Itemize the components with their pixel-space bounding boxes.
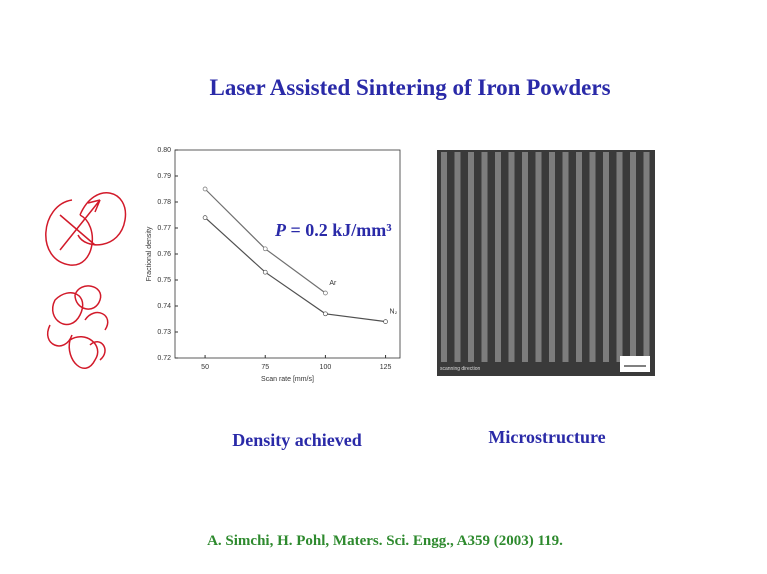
x-tick-label: 125 xyxy=(380,364,392,371)
slide: Laser Assisted Sintering of Iron Powders… xyxy=(0,0,767,574)
data-point xyxy=(323,312,327,316)
stripe xyxy=(455,152,461,362)
caption-right: Microstructure xyxy=(488,427,605,447)
page: Laser Assisted Sintering of Iron Powders… xyxy=(0,0,767,574)
x-tick-label: 100 xyxy=(320,364,332,371)
stripe xyxy=(590,152,596,362)
caption-left: Density achieved xyxy=(232,430,362,450)
stripe xyxy=(495,152,501,362)
stripe xyxy=(468,152,474,362)
stripe xyxy=(617,152,623,362)
stripe xyxy=(549,152,555,362)
stripe xyxy=(482,152,488,362)
y-tick-label: 0.72 xyxy=(157,355,171,362)
y-tick-label: 0.80 xyxy=(157,147,171,154)
data-point xyxy=(203,187,207,191)
stripe xyxy=(509,152,515,362)
stripe xyxy=(576,152,582,362)
data-point xyxy=(203,216,207,220)
x-tick-label: 50 xyxy=(201,364,209,371)
data-point xyxy=(263,247,267,251)
slide-title: Laser Assisted Sintering of Iron Powders xyxy=(209,75,610,100)
series-line xyxy=(205,189,325,293)
stripe xyxy=(522,152,528,362)
y-tick-label: 0.73 xyxy=(157,329,171,336)
stripe xyxy=(644,152,650,362)
data-point xyxy=(263,270,267,274)
chart: 0.72 0.73 0.74 0.75 0.76 0.77 0.78 0.79 0.80 50 75… xyxy=(146,147,400,383)
stripe xyxy=(630,152,636,362)
y-axis-label: Fractional density xyxy=(146,226,153,281)
citation: A. Simchi, H. Pohl, Maters. Sci. Engg., … xyxy=(207,533,563,549)
series-label: N₂ xyxy=(390,308,398,315)
stripe xyxy=(536,152,542,362)
y-tick-label: 0.79 xyxy=(157,173,171,180)
y-tick-label: 0.75 xyxy=(157,277,171,284)
scale-box xyxy=(620,356,650,372)
x-axis-label: Scan rate [mm/s] xyxy=(261,376,314,383)
data-point xyxy=(384,320,388,324)
stripe xyxy=(563,152,569,362)
scribbles xyxy=(46,193,126,368)
annotation: P = 0.2 kJ/mm³ xyxy=(274,220,392,240)
stripe xyxy=(441,152,447,362)
y-tick-label: 0.77 xyxy=(157,225,171,232)
annotation-text: = 0.2 kJ/mm³ xyxy=(286,220,392,240)
series-label: Ar xyxy=(329,280,337,287)
y-tick-label: 0.78 xyxy=(157,199,171,206)
y-tick-label: 0.74 xyxy=(157,303,171,310)
plot-frame xyxy=(175,150,400,358)
stripe xyxy=(603,152,609,362)
x-tick-label: 75 xyxy=(261,364,269,371)
data-point xyxy=(323,291,327,295)
image-label: scanning direction xyxy=(440,366,481,372)
y-tick-label: 0.76 xyxy=(157,251,171,258)
